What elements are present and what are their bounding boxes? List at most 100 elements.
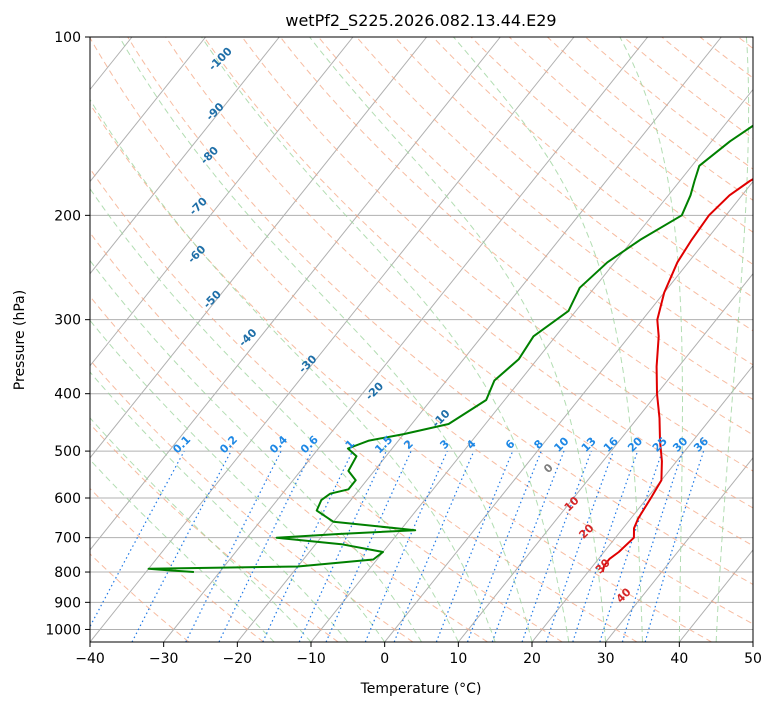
mixing-ratio-line — [644, 450, 705, 642]
moist-adiabat-line — [90, 259, 422, 642]
mixing-ratio-label: 0.2 — [217, 433, 240, 456]
plot-frame — [89, 36, 754, 643]
dry-adiabat-line — [90, 102, 712, 642]
dry-adiabat-line — [90, 423, 339, 642]
dry-adiabat-label: -50 — [201, 288, 224, 311]
isotherm-line — [163, 37, 649, 642]
y-tick-label: 500 — [54, 444, 81, 460]
moist-adiabat-line — [118, 37, 533, 642]
moist-adiabat-line — [619, 37, 683, 642]
mixing-ratio-line — [262, 450, 354, 642]
mixing-ratio-label: 0.1 — [170, 433, 193, 456]
y-tick-label: 200 — [54, 208, 81, 224]
dry-adiabat-label: -30 — [296, 352, 319, 375]
isotherm-line — [90, 37, 280, 275]
moist-adiabat-line — [453, 37, 643, 642]
mixing-ratio-label: 0.6 — [298, 433, 321, 456]
dry-adiabat-line — [203, 37, 753, 509]
dry-adiabat-label: -70 — [187, 194, 210, 217]
dry-adiabat-line — [90, 295, 488, 642]
y-tick-label: 600 — [54, 491, 81, 507]
dry-adiabat-line — [165, 37, 753, 547]
x-tick-label: 30 — [597, 651, 615, 667]
dry-adiabat-line — [318, 37, 753, 401]
mixing-ratio-line — [466, 450, 542, 642]
isotherm-line — [90, 37, 428, 459]
y-axis-label: Pressure (hPa) — [12, 290, 28, 390]
x-axis-ticks: −40 −30 −20 −10 0 10 20 30 40 50 — [75, 642, 762, 667]
dry-adiabat-line — [547, 37, 753, 201]
x-tick-label: −20 — [223, 651, 253, 667]
dry-adiabat-line — [90, 37, 753, 625]
x-tick-label: 50 — [744, 651, 762, 667]
chart-title: wetPf2_S225.2026.082.13.44.E29 — [285, 11, 556, 31]
mixing-ratio-line — [90, 450, 185, 628]
mixing-ratio-line — [599, 450, 663, 642]
x-tick-label: 20 — [523, 651, 541, 667]
moist-adiabat-line — [90, 187, 459, 642]
moist-adiabat-line — [90, 98, 496, 642]
isotherm-line — [531, 364, 753, 642]
plot-area — [0, 37, 753, 642]
mixing-ratio-line — [621, 450, 684, 642]
mixing-ratio-label: 3 — [437, 437, 452, 452]
x-tick-label: 40 — [670, 651, 688, 667]
mixing-ratio-label: 0.4 — [267, 433, 290, 456]
y-tick-label: 300 — [54, 313, 81, 329]
mixing-ratio-label: 25 — [650, 435, 670, 455]
dry-adiabat-line — [90, 167, 638, 642]
isotherm-line — [90, 37, 575, 642]
sounding-series — [147, 124, 753, 573]
x-tick-label: −10 — [296, 651, 326, 667]
dry-adiabat-line — [508, 37, 753, 233]
dry-adiabat-label: -80 — [198, 144, 221, 167]
isotherm-line — [457, 272, 753, 642]
moist-adiabat-line — [90, 459, 275, 642]
isotherm-grid — [0, 37, 753, 642]
dry-adiabat-line — [737, 37, 753, 50]
x-tick-label: 10 — [449, 651, 467, 667]
isotherm-line — [90, 37, 207, 183]
dry-adiabat-label: -60 — [185, 242, 208, 265]
y-tick-label: 400 — [54, 387, 81, 403]
isotherm-line — [384, 180, 753, 642]
moist-adiabat-line — [90, 319, 386, 642]
dry-adiabat-line — [279, 37, 753, 436]
dry-adiabat-line — [470, 37, 753, 265]
dewpoint-profile-line — [147, 124, 753, 573]
mixing-ratio-label: 2 — [401, 437, 416, 452]
mixing-ratio-label: 8 — [531, 437, 546, 452]
isotherm-line — [605, 457, 753, 642]
dry-adiabat-line — [356, 37, 753, 366]
mixing-ratio-label: 13 — [579, 435, 599, 455]
moist-adiabat-label: 10 — [562, 494, 582, 514]
moist-adiabat-line — [309, 37, 607, 642]
dry-adiabat-label: -20 — [363, 379, 386, 402]
y-tick-label: 100 — [54, 30, 81, 46]
isotherm-line — [752, 641, 753, 642]
x-tick-label: −30 — [149, 651, 179, 667]
y-tick-label: 1000 — [45, 622, 81, 638]
moist-adiabat-lines — [90, 37, 750, 642]
mixing-ratio-lines — [90, 450, 705, 642]
mixing-ratio-line — [393, 450, 475, 642]
dry-adiabat-line — [90, 231, 563, 642]
mixing-ratio-line — [435, 450, 514, 642]
x-axis-label: Temperature (°C) — [360, 681, 482, 697]
y-tick-label: 900 — [54, 595, 81, 611]
mixing-ratio-line — [298, 450, 387, 642]
dry-adiabat-label: -100 — [206, 44, 235, 73]
moist-adiabat-label: 0 — [541, 461, 556, 476]
dry-adiabat-line — [90, 487, 264, 642]
y-tick-label: 700 — [54, 531, 81, 547]
mixing-ratio-line — [185, 450, 282, 642]
x-tick-label: 0 — [380, 651, 389, 667]
isotherm-line — [0, 37, 58, 642]
dry-adiabat-line — [699, 37, 753, 79]
x-tick-label: −40 — [75, 651, 105, 667]
isotherm-line — [236, 37, 722, 642]
y-tick-label: 800 — [54, 565, 81, 581]
dry-adiabat-line — [432, 37, 753, 298]
moist-adiabat-line — [715, 37, 750, 642]
